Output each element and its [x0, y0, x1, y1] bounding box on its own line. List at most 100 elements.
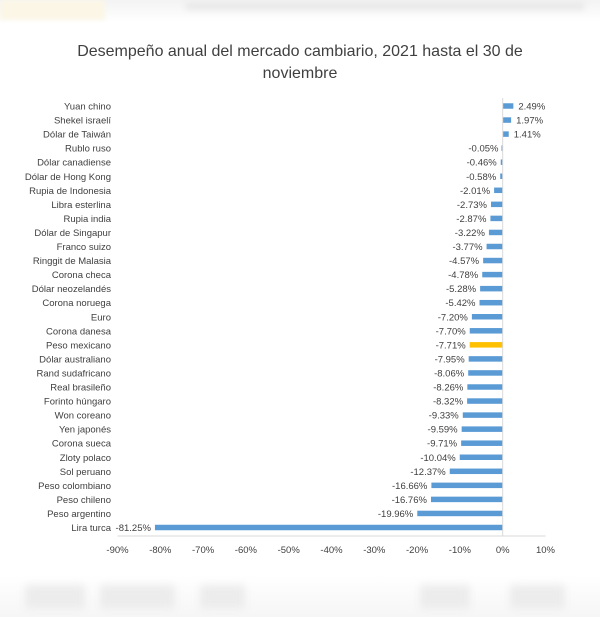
bar: [491, 201, 503, 208]
category-label: Corona sueca: [52, 439, 112, 450]
data-label: -3.77%: [452, 242, 483, 253]
data-label: -4.57%: [449, 256, 480, 267]
data-label: -3.22%: [455, 228, 486, 239]
category-label: Yen japonés: [59, 425, 111, 436]
category-label: Rupia india: [63, 214, 111, 225]
data-label: -8.32%: [433, 397, 464, 408]
cropped-logo-area: [0, 0, 105, 20]
cropped-footer-strip: [0, 575, 600, 617]
category-label: Dólar neozelandés: [32, 284, 111, 295]
bar: [449, 468, 503, 475]
data-label: -8.26%: [433, 383, 464, 394]
category-label: Dólar canadiense: [37, 158, 111, 169]
category-label: Franco suizo: [57, 242, 111, 253]
data-label: -19.96%: [378, 509, 414, 520]
category-label: Euro: [91, 312, 111, 323]
category-label: Peso mexicano: [46, 340, 111, 351]
bar: [467, 398, 503, 404]
data-label: -2.87%: [456, 214, 487, 225]
data-label: -9.71%: [427, 439, 458, 450]
category-label: Peso colombiano: [38, 481, 111, 492]
bar: [488, 229, 503, 236]
bar: [469, 328, 503, 334]
bar: [502, 103, 514, 109]
x-tick-label: 10%: [536, 545, 556, 556]
bar: [417, 510, 503, 517]
category-label: Sol peruano: [60, 467, 111, 478]
category-label: Yuan chino: [64, 102, 111, 113]
category-label: Corona checa: [52, 270, 112, 281]
data-label: -10.04%: [420, 453, 456, 464]
bar: [479, 299, 503, 306]
bar: [462, 412, 503, 418]
x-tick-label: -20%: [406, 545, 429, 556]
data-label: -4.78%: [448, 270, 479, 281]
bar: [469, 342, 503, 348]
bar: [500, 173, 503, 179]
bar: [471, 314, 503, 320]
bar: [154, 524, 503, 531]
bar: [500, 159, 503, 165]
bar: [461, 440, 503, 446]
x-tick-label: -50%: [278, 545, 301, 556]
data-label: -5.42%: [445, 298, 476, 309]
bar: [459, 454, 503, 460]
bar: [468, 370, 503, 376]
category-label: Dólar de Taiwán: [43, 130, 111, 141]
data-label: 1.97%: [516, 116, 543, 127]
category-label: Forinto húngaro: [44, 397, 111, 408]
data-label: -7.95%: [435, 354, 466, 365]
data-label: 2.49%: [518, 102, 545, 113]
bar: [482, 271, 503, 278]
data-label: -2.73%: [457, 200, 488, 211]
category-label: Libra esterlina: [51, 200, 111, 211]
x-tick-label: 0%: [496, 545, 510, 556]
category-label: Shekel israelí: [54, 116, 111, 127]
category-label: Peso argentino: [47, 509, 111, 520]
x-tick-label: -60%: [235, 545, 258, 556]
x-tick-label: -40%: [320, 545, 343, 556]
bar: [502, 117, 512, 123]
x-tick-label: -10%: [449, 545, 472, 556]
data-label: -81.25%: [116, 523, 152, 534]
data-label: -9.33%: [429, 411, 460, 422]
bar: [468, 356, 503, 362]
x-tick-label: -80%: [149, 545, 172, 556]
x-tick-label: -90%: [106, 545, 129, 556]
cropped-footer-block: [200, 585, 245, 609]
data-label: -16.76%: [392, 495, 428, 506]
bar: [501, 145, 503, 151]
data-label: -0.58%: [466, 172, 497, 183]
chart-title: Desempeño anual del mercado cambiario, 2…: [77, 43, 523, 82]
bar: [431, 482, 503, 489]
category-label: Won coreano: [55, 411, 111, 422]
bar: [480, 285, 503, 292]
cropped-header-text: [185, 2, 585, 10]
cropped-header-strip: [0, 0, 600, 22]
bar: [430, 496, 503, 503]
data-label: -7.20%: [438, 312, 469, 323]
category-label: Dólar de Singapur: [34, 228, 111, 239]
bar: [490, 215, 503, 222]
x-tick-label: -30%: [363, 545, 386, 556]
category-label: Dólar australiano: [39, 354, 111, 365]
category-label: Rand sudafricano: [37, 368, 111, 379]
category-label: Corona danesa: [46, 326, 112, 337]
data-label: -7.71%: [436, 340, 467, 351]
bar: [461, 426, 503, 432]
cropped-footer-block: [420, 585, 470, 609]
cropped-footer-block: [100, 585, 175, 609]
data-label: 1.41%: [514, 130, 541, 141]
data-label: -0.46%: [467, 158, 498, 169]
category-label: Rublo ruso: [65, 144, 111, 155]
data-label: -5.28%: [446, 284, 477, 295]
bar: [502, 131, 509, 137]
data-label: -8.06%: [434, 368, 465, 379]
category-label: Lira turca: [71, 523, 111, 534]
bar: [483, 257, 503, 264]
category-label: Ringgit de Malasia: [33, 256, 112, 267]
category-label: Rupia de Indonesia: [29, 186, 112, 197]
category-label: Zloty polaco: [60, 453, 111, 464]
data-label: -12.37%: [410, 467, 446, 478]
